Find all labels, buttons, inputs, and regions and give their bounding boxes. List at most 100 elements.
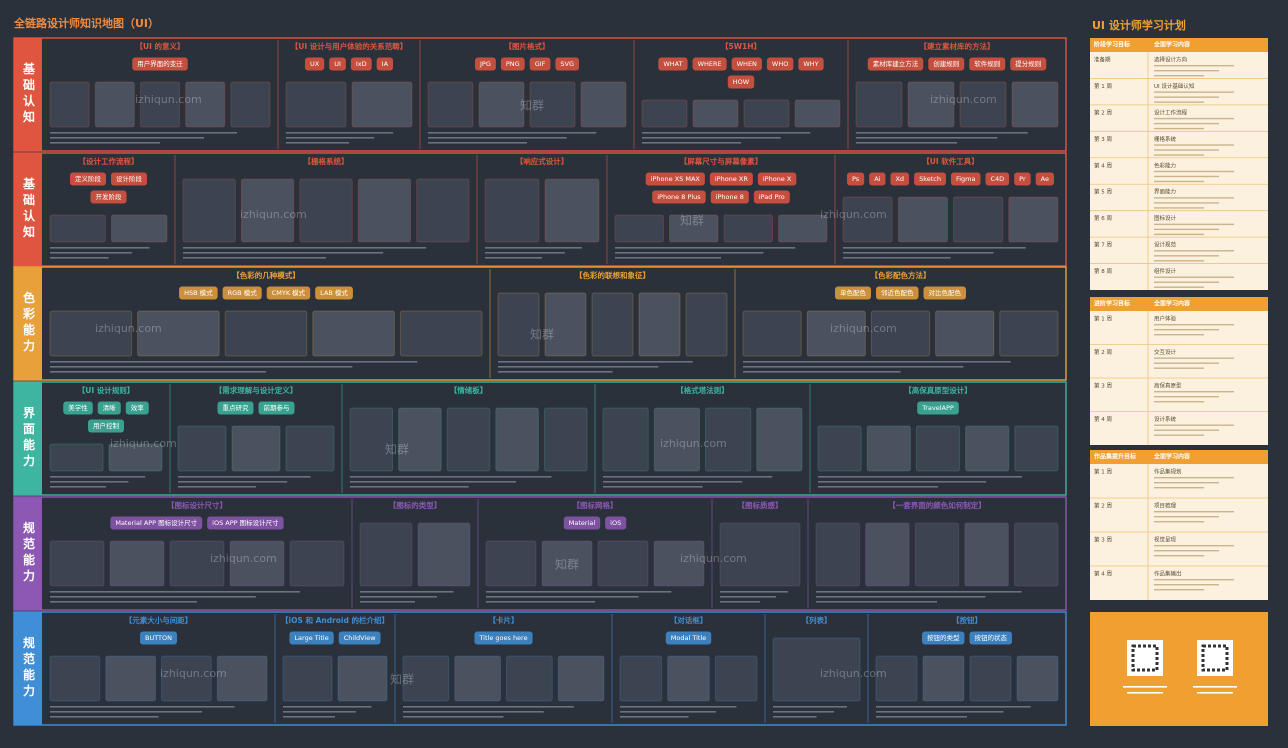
- text-line: [603, 481, 743, 483]
- panel-title: 【UI 设计规则】: [78, 385, 135, 395]
- text-line: [50, 476, 146, 478]
- illustration: [907, 81, 955, 128]
- table-body: [1090, 38, 1268, 290]
- illustration: [692, 99, 739, 128]
- watermark: izhiqun.com: [210, 552, 277, 565]
- item-chip: [727, 75, 755, 89]
- illustration: [614, 214, 664, 243]
- item-chip: [258, 401, 295, 415]
- cell-text-line: [1154, 202, 1219, 204]
- text-line: [743, 366, 964, 368]
- text-line: [818, 476, 1022, 478]
- illustration: [915, 425, 961, 472]
- panel-title: 【UI 的意义】: [136, 41, 185, 51]
- item-label: Modal Title: [671, 634, 707, 642]
- item-chip: [474, 57, 496, 71]
- watermark: 知群: [555, 558, 579, 572]
- item-label: IA: [382, 60, 389, 68]
- item-chip: [222, 286, 262, 300]
- text-line: [360, 596, 437, 598]
- panel: 【图标网格】 Material iOS: [477, 499, 705, 608]
- item-label: iOS APP 图标设计尺寸: [212, 518, 279, 527]
- cell-text-line: [1154, 91, 1234, 93]
- illustration: [49, 655, 101, 702]
- table-cell: 项目梳理: [1154, 502, 1177, 510]
- item-label: Ae: [1041, 175, 1049, 183]
- item-label: 美学性: [68, 403, 88, 412]
- item-chip: [847, 172, 865, 186]
- text-line: [403, 706, 574, 708]
- text-line: [615, 247, 796, 249]
- illustration: [935, 310, 995, 357]
- item-label: JPG: [479, 60, 491, 68]
- text-line: [486, 591, 672, 593]
- table-header-cell: 全面学习内容: [1153, 300, 1190, 308]
- text-line: [615, 252, 764, 254]
- item-chip: [709, 172, 753, 186]
- item-label: iOS: [610, 519, 621, 527]
- text-line: [843, 252, 994, 254]
- item-chip: [304, 57, 325, 71]
- text-line: [50, 706, 235, 708]
- illustration: [224, 310, 308, 357]
- table-cell: 第 4 周: [1094, 415, 1112, 423]
- panel: 【图片格式】 JPG PNG GIF SVG: [419, 40, 627, 149]
- item-chip: [731, 57, 762, 71]
- illustration: [870, 310, 931, 357]
- panel: 【一套界面的颜色如何制定】: [807, 499, 1059, 608]
- illustration: [544, 178, 600, 243]
- cell-text-line: [1154, 487, 1204, 489]
- illustration: [357, 178, 412, 243]
- illustration: [557, 655, 605, 702]
- table-cell: 第 8 周: [1094, 267, 1112, 275]
- cell-text-line: [1154, 521, 1204, 523]
- panel-title: 【需求理解与设计定义】: [215, 385, 298, 395]
- illustration: [597, 540, 649, 587]
- illustration: [541, 540, 593, 587]
- cell-text-line: [1154, 434, 1204, 436]
- item-label: 邻近色配色: [881, 288, 914, 297]
- item-label: SVG: [560, 60, 574, 68]
- panel: 【高保真原型设计】 TravelAPP: [809, 384, 1059, 493]
- illustration: [285, 425, 335, 472]
- watermark: izhiqun.com: [160, 667, 227, 680]
- table-cell: 第 6 周: [1094, 214, 1112, 222]
- text-line: [603, 476, 773, 478]
- text-line: [178, 481, 288, 483]
- illustration: [685, 292, 728, 357]
- panel-title: 【卡片】: [489, 615, 519, 625]
- cell-text-line: [1154, 391, 1234, 393]
- illustration: [161, 655, 212, 702]
- text-line: [856, 142, 957, 144]
- table-cell: 第 1 周: [1094, 315, 1112, 323]
- table-cell: 界面能力: [1154, 188, 1176, 196]
- text-line: [773, 716, 817, 718]
- section-label-bg: [14, 382, 42, 495]
- item-label: WHEN: [737, 60, 757, 68]
- item-chip: [289, 631, 334, 645]
- text-line: [642, 137, 781, 139]
- illustration: [139, 81, 181, 128]
- illustration: [446, 407, 491, 472]
- watermark: 知群: [530, 328, 554, 342]
- panel: 【屏幕尺寸与屏幕像素】 iPhone XS MAX iPhone XR iPhone …: [606, 155, 828, 264]
- cell-text-line: [1154, 260, 1204, 262]
- table-cell: 准备期: [1094, 56, 1111, 64]
- item-label: WHO: [772, 60, 788, 68]
- text-line: [428, 142, 527, 144]
- table-cell: 第 3 周: [1094, 135, 1112, 143]
- text-line: [642, 132, 811, 134]
- item-label: Sketch: [919, 175, 941, 183]
- illustration: [922, 655, 965, 702]
- illustration: [591, 292, 634, 357]
- illustration: [49, 443, 104, 472]
- item-label: PNG: [506, 60, 520, 68]
- cell-text-line: [1154, 550, 1219, 552]
- section: 规范能力 【图标设计尺寸】 Material APP 图标设计尺寸 iOS APP 图…: [13, 496, 1067, 611]
- illustration: [506, 655, 553, 702]
- item-label: UX: [310, 60, 320, 68]
- panel: 【UI 设计与用户体验的关系范畴】 UX UI IxD IA: [277, 40, 413, 149]
- item-label: HOW: [733, 78, 750, 86]
- illustration: [544, 292, 587, 357]
